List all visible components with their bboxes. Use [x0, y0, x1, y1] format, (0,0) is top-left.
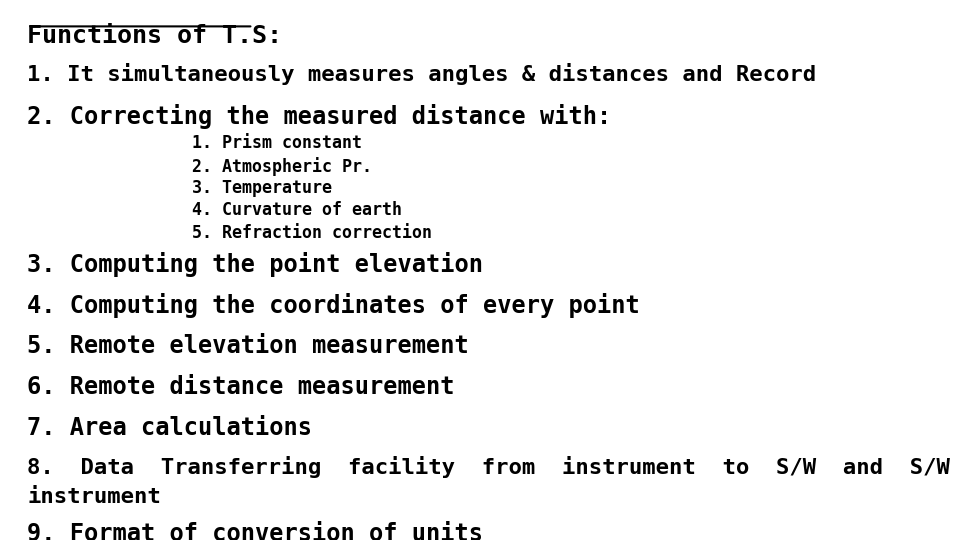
Text: 1. It simultaneously measures angles & distances and Record: 1. It simultaneously measures angles & d… [28, 63, 817, 85]
Text: 2. Atmospheric Pr.: 2. Atmospheric Pr. [192, 157, 372, 176]
Text: 7. Area calculations: 7. Area calculations [28, 415, 312, 440]
Text: 6. Remote distance measurement: 6. Remote distance measurement [28, 375, 455, 399]
Text: 4. Computing the coordinates of every point: 4. Computing the coordinates of every po… [28, 293, 640, 318]
Text: Functions of T.S:: Functions of T.S: [28, 24, 282, 48]
Text: 4. Curvature of earth: 4. Curvature of earth [192, 201, 401, 219]
Text: 1. Prism constant: 1. Prism constant [192, 134, 362, 152]
Text: 2. Correcting the measured distance with:: 2. Correcting the measured distance with… [28, 104, 612, 129]
Text: 5. Remote elevation measurement: 5. Remote elevation measurement [28, 334, 469, 358]
Text: 9. Format of conversion of units: 9. Format of conversion of units [28, 522, 484, 540]
Text: 3. Computing the point elevation: 3. Computing the point elevation [28, 252, 484, 278]
Text: 3. Temperature: 3. Temperature [192, 179, 331, 197]
Text: 5. Refraction correction: 5. Refraction correction [192, 224, 432, 242]
Text: instrument: instrument [28, 487, 161, 507]
Text: 8.  Data  Transferring  facility  from  instrument  to  S/W  and  S/W   to: 8. Data Transferring facility from instr… [28, 456, 960, 478]
